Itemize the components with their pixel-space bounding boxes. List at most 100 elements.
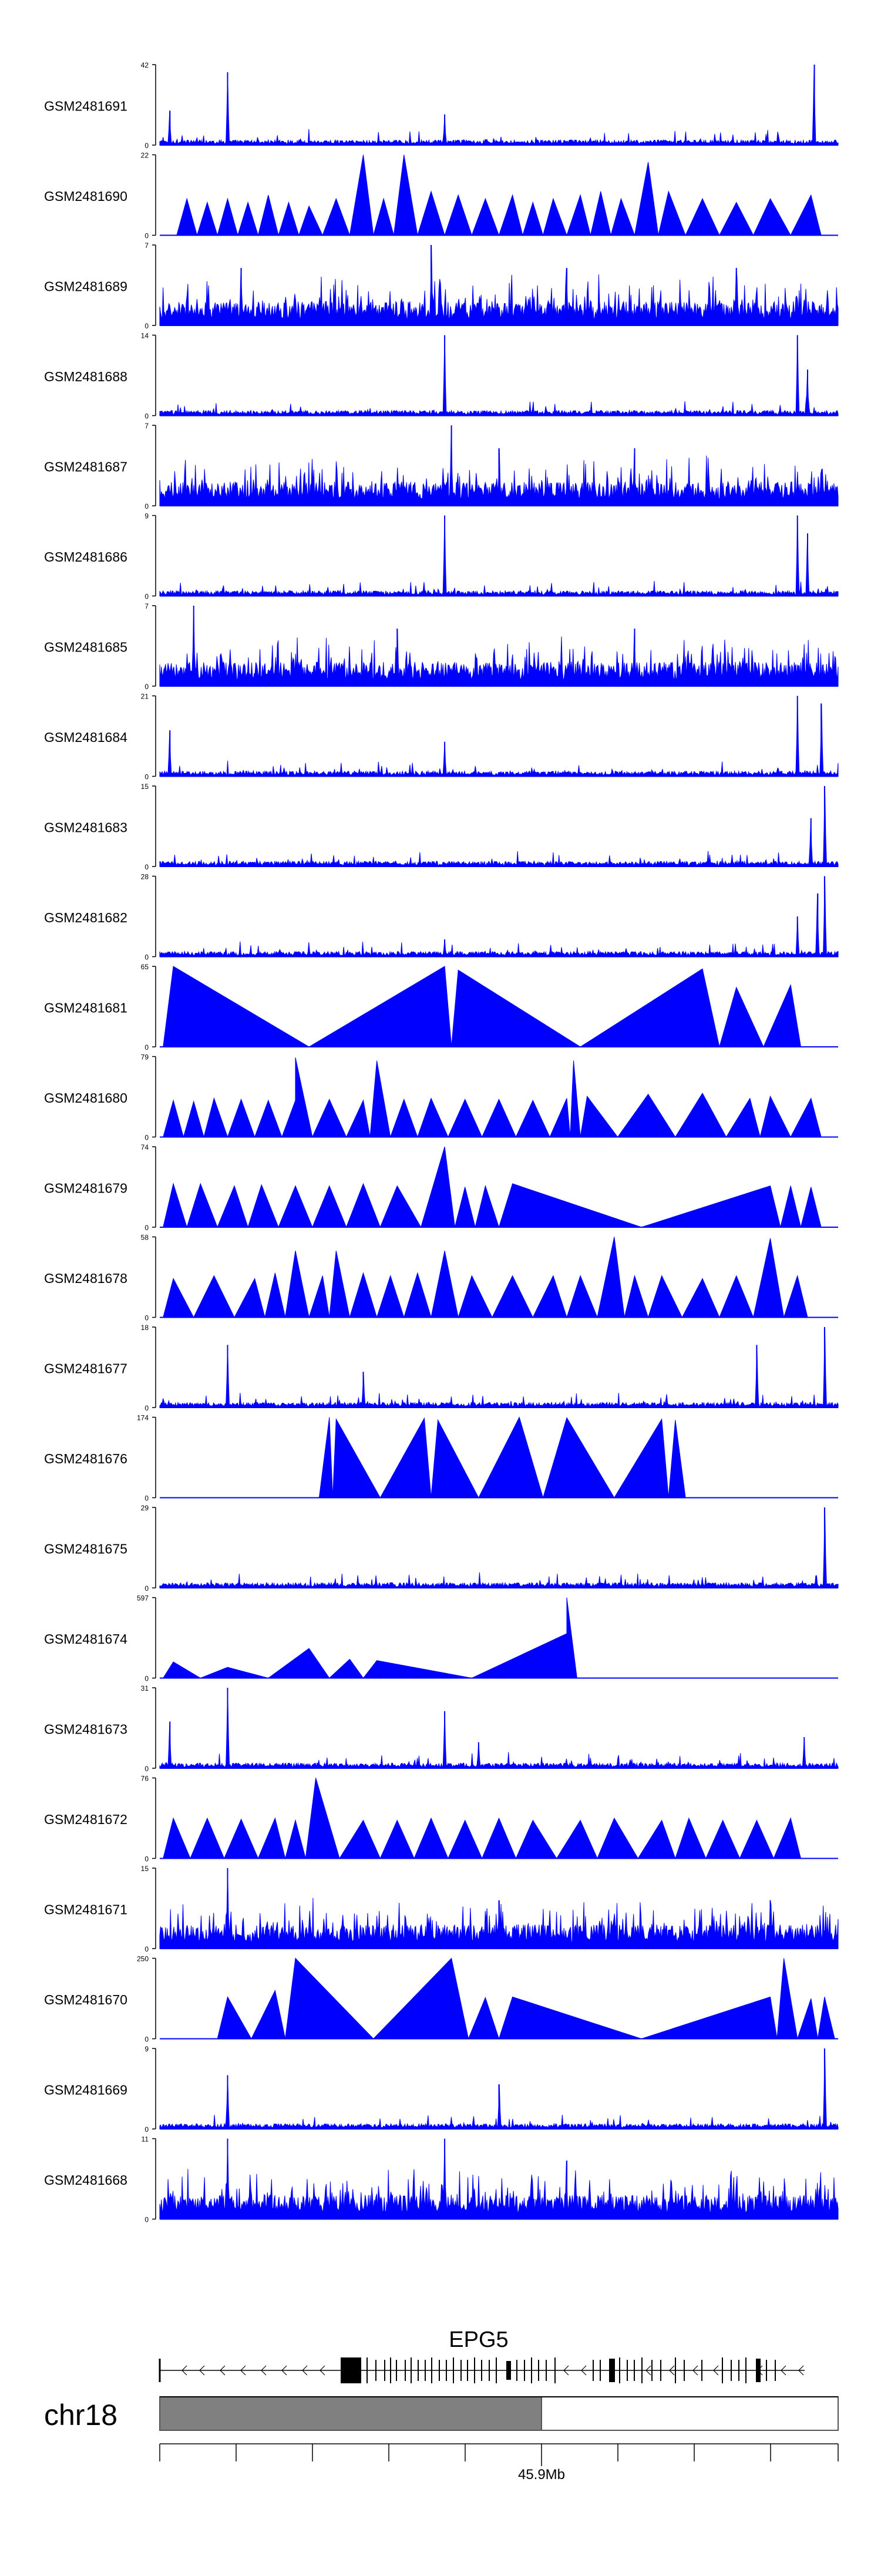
y-max-tick-label: 22 xyxy=(141,152,149,160)
track-label: GSM2481690 xyxy=(44,189,127,204)
coverage-area xyxy=(163,1057,821,1137)
coverage-area xyxy=(160,65,838,145)
y-min-tick-label: 0 xyxy=(144,1043,149,1052)
track-GSM2481686: GSM2481686 9 0 xyxy=(44,512,838,601)
y-min-tick-label: 0 xyxy=(144,1494,149,1503)
position-label: 45.9Mb xyxy=(518,2467,565,2483)
y-min-tick-label: 0 xyxy=(144,502,149,511)
coverage-area xyxy=(160,2139,838,2219)
track-label: GSM2481669 xyxy=(44,2083,127,2098)
track-GSM2481677: GSM2481677 18 0 xyxy=(44,1324,838,1412)
ideogram-band-filled xyxy=(160,2397,542,2430)
coverage-area xyxy=(217,1959,835,2039)
track-GSM2481684: GSM2481684 21 0 xyxy=(44,693,838,781)
coverage-area xyxy=(177,155,821,236)
chromosome-label: chr18 xyxy=(44,2399,117,2431)
coverage-area xyxy=(163,1598,577,1678)
coverage-area xyxy=(160,1507,838,1588)
coverage-area xyxy=(319,1418,685,1498)
track-label: GSM2481684 xyxy=(44,730,127,745)
coverage-area xyxy=(160,786,838,866)
coverage-area xyxy=(160,335,838,416)
track-label: GSM2481670 xyxy=(44,1992,127,2007)
track-GSM2481679: GSM2481679 74 0 xyxy=(44,1143,838,1232)
y-min-tick-label: 0 xyxy=(144,773,149,781)
y-max-tick-label: 21 xyxy=(141,693,149,701)
coverage-area xyxy=(160,606,838,686)
y-min-tick-label: 0 xyxy=(144,232,149,240)
y-min-tick-label: 0 xyxy=(144,1404,149,1412)
gene-model: EPG5 xyxy=(160,2328,805,2383)
y-max-tick-label: 15 xyxy=(141,1865,149,1873)
coverage-area xyxy=(160,1688,838,1768)
coverage-area xyxy=(160,1327,838,1408)
y-max-tick-label: 597 xyxy=(137,1594,149,1603)
y-max-tick-label: 79 xyxy=(141,1053,149,1062)
y-min-tick-label: 0 xyxy=(144,593,149,601)
track-GSM2481671: GSM2481671 15 0 xyxy=(44,1865,838,1953)
y-max-tick-label: 18 xyxy=(141,1324,149,1332)
y-max-tick-label: 11 xyxy=(142,2135,149,2144)
track-label: GSM2481673 xyxy=(44,1722,127,1737)
y-min-tick-label: 0 xyxy=(144,1224,149,1232)
genomic-ruler xyxy=(160,2444,838,2466)
track-label: GSM2481679 xyxy=(44,1181,127,1196)
y-min-tick-label: 0 xyxy=(144,2216,149,2224)
y-min-tick-label: 0 xyxy=(144,1855,149,1863)
exon-block xyxy=(506,2361,511,2380)
coverage-area xyxy=(163,1147,821,1227)
y-max-tick-label: 7 xyxy=(144,422,149,430)
y-min-tick-label: 0 xyxy=(144,142,149,150)
y-max-tick-label: 9 xyxy=(144,2045,149,2053)
y-max-tick-label: 9 xyxy=(144,512,149,520)
coverage-area xyxy=(163,966,801,1047)
y-max-tick-label: 28 xyxy=(141,873,149,881)
y-max-tick-label: 15 xyxy=(141,782,149,791)
y-min-tick-label: 0 xyxy=(144,1765,149,1773)
coverage-area xyxy=(163,1237,808,1318)
exon-block xyxy=(609,2359,615,2382)
coverage-area xyxy=(160,516,838,596)
track-GSM2481690: GSM2481690 22 0 xyxy=(44,152,838,240)
track-label: GSM2481668 xyxy=(44,2172,127,2188)
exon-block xyxy=(341,2357,361,2383)
y-min-tick-label: 0 xyxy=(144,683,149,691)
track-label: GSM2481672 xyxy=(44,1812,127,1827)
track-label: GSM2481681 xyxy=(44,1000,127,1016)
y-min-tick-label: 0 xyxy=(144,953,149,962)
track-label: GSM2481675 xyxy=(44,1541,127,1557)
tracks-group: GSM2481691420GSM2481690220GSM248168970GS… xyxy=(44,61,838,2224)
y-min-tick-label: 0 xyxy=(144,1675,149,1683)
track-label: GSM2481671 xyxy=(44,1902,127,1917)
coverage-area xyxy=(160,696,838,777)
y-min-tick-label: 0 xyxy=(144,1134,149,1142)
y-min-tick-label: 0 xyxy=(144,1314,149,1322)
y-min-tick-label: 0 xyxy=(144,1945,149,1953)
y-max-tick-label: 7 xyxy=(144,602,149,610)
chromosome-ideogram: chr18 45.9Mb xyxy=(44,2397,838,2483)
track-label: GSM2481677 xyxy=(44,1361,127,1376)
y-max-tick-label: 29 xyxy=(141,1504,149,1512)
y-min-tick-label: 0 xyxy=(144,322,149,330)
y-max-tick-label: 250 xyxy=(137,1955,149,1963)
track-label: GSM2481686 xyxy=(44,549,127,565)
track-label: GSM2481683 xyxy=(44,820,127,835)
y-max-tick-label: 74 xyxy=(141,1143,149,1151)
y-max-tick-label: 14 xyxy=(141,332,149,340)
